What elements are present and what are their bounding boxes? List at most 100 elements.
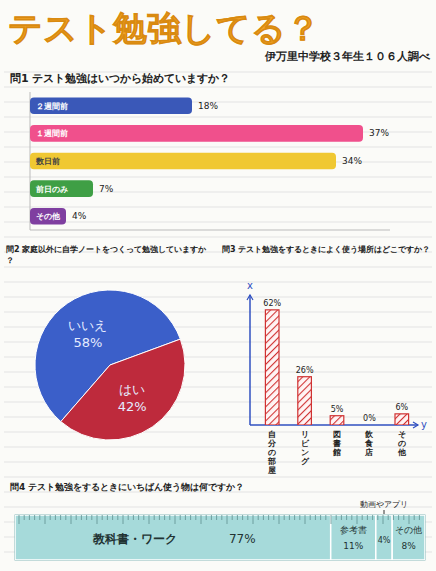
bar — [395, 414, 409, 425]
ruler-mark — [123, 515, 124, 524]
y-axis — [249, 295, 251, 425]
ruler-mark — [372, 515, 373, 520]
text-line: 図 — [333, 430, 341, 439]
data-label: 62% — [263, 299, 281, 308]
data-label: 42% — [118, 399, 147, 414]
ruler-mark — [76, 515, 77, 520]
ruler-mark — [45, 515, 46, 524]
ruler-mark — [279, 515, 280, 524]
ruler-mark — [232, 515, 233, 520]
paper-line — [4, 462, 432, 463]
ruler-mark — [242, 515, 243, 520]
ruler-mark — [346, 515, 347, 520]
text-line: 書 — [332, 439, 341, 448]
bar — [363, 424, 377, 425]
slice-label: はい — [119, 382, 145, 397]
ruler-mark — [91, 515, 92, 520]
ruler-mark — [299, 515, 300, 520]
text-line: の — [268, 448, 276, 457]
bar — [30, 153, 336, 170]
paper-line — [4, 87, 432, 88]
text-line: そ — [398, 430, 406, 439]
bars — [30, 98, 363, 225]
ruler-mark — [414, 515, 415, 520]
poster-title: テスト勉強してる？ — [8, 8, 320, 48]
category-label: 飲食店 — [364, 430, 374, 457]
ruler-mark — [86, 515, 87, 520]
ruler-mark — [107, 515, 108, 520]
bar — [30, 98, 192, 115]
text-line: 部 — [267, 457, 276, 466]
ruler-mark — [143, 515, 144, 520]
ruler-mark — [159, 515, 160, 520]
text-line: 食 — [364, 439, 373, 448]
ruler-mark — [211, 515, 212, 520]
ruler-mark — [383, 515, 384, 524]
ruler-mark — [409, 515, 410, 524]
bar-segment — [392, 515, 425, 560]
text-line: ？ — [6, 256, 14, 265]
ruler-mark — [29, 515, 30, 520]
text-line: ン — [301, 448, 309, 457]
ruler-mark — [403, 515, 404, 520]
ruler-mark — [419, 515, 420, 520]
ruler-mark — [310, 515, 311, 520]
annotation: 動画やアプリ — [360, 500, 408, 509]
paper-line — [4, 147, 432, 148]
chart-title: 問4 テスト勉強をするときにいちばん使う物は何ですか？ — [10, 482, 244, 492]
ruler-mark — [164, 515, 165, 520]
bar-segment — [15, 515, 331, 560]
data-label: 26% — [296, 366, 314, 375]
ruler-mark — [263, 515, 264, 520]
ruler-mark — [81, 515, 82, 520]
ruler-mark — [175, 515, 176, 524]
ruler-mark — [273, 515, 274, 520]
bar — [265, 310, 279, 425]
bar — [30, 125, 363, 142]
ruler-mark — [190, 515, 191, 520]
category-label: 参考書 — [340, 525, 367, 535]
axis-title: y — [421, 419, 427, 430]
ruler-mark — [294, 515, 295, 520]
ruler-mark — [169, 515, 170, 520]
poster-subtitle: 伊万里中学校３年生１０６人調べ — [264, 50, 431, 63]
ruler-mark — [112, 515, 113, 520]
poster: テスト勉強してる？ 伊万里中学校３年生１０６人調べ問1 テスト勉強はいつから始めて… — [0, 0, 436, 571]
text-line: 自 — [268, 430, 276, 439]
ruler-mark — [398, 515, 399, 520]
ruler-mark — [201, 515, 202, 524]
paper-line — [4, 477, 432, 478]
plot-frame — [15, 515, 425, 560]
ruler-mark — [97, 515, 98, 524]
ruler-mark — [154, 515, 155, 520]
data-label: 6% — [395, 403, 408, 412]
ruler-mark — [388, 515, 389, 520]
text-line: 問1 テスト勉強はいつから始めていますか？ — [10, 72, 230, 85]
ruler-mark — [221, 515, 222, 520]
ruler-mark — [180, 515, 181, 520]
ruler-mark — [117, 515, 118, 520]
ruler-mark — [357, 515, 358, 524]
ruler-mark — [128, 515, 129, 520]
axis-line — [30, 230, 390, 231]
category-label: 自分の部屋 — [267, 430, 277, 475]
category-label: 図書館 — [332, 430, 341, 457]
ruler-mark — [305, 515, 306, 524]
slice-label: いいえ — [68, 318, 107, 333]
ruler-mark — [227, 515, 228, 524]
bars — [265, 310, 408, 425]
ruler-mark — [377, 515, 378, 520]
ruler-mark — [149, 515, 150, 524]
data-label: 4% — [378, 536, 391, 545]
paper-line — [4, 297, 432, 298]
category-label: その他 — [397, 430, 407, 457]
ruler-mark — [331, 515, 332, 524]
ruler-mark — [284, 515, 285, 520]
ruler-mark — [362, 515, 363, 520]
bar — [330, 416, 344, 425]
ruler-mark — [393, 515, 394, 520]
ruler-mark — [65, 515, 66, 520]
bar-segment — [376, 515, 392, 560]
ruler-mark — [325, 515, 326, 520]
category-label: 教科書・ワーク — [92, 532, 177, 546]
